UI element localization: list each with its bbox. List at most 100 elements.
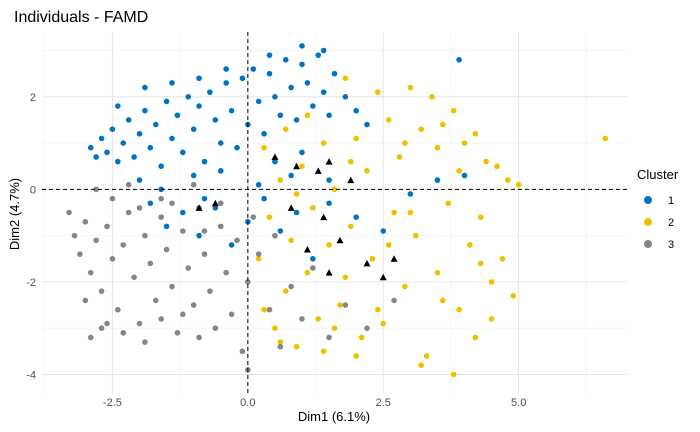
point-cluster-2: [385, 242, 392, 248]
point-cluster-2: [299, 163, 305, 170]
point-cluster-2: [342, 274, 349, 281]
point-cluster-3: [174, 330, 181, 336]
point-cluster-1: [196, 103, 202, 109]
point-cluster-2: [347, 223, 354, 230]
point-cluster-3: [201, 251, 208, 257]
point-cluster-2: [483, 158, 489, 165]
point-cluster-1: [142, 107, 148, 114]
point-cluster-3: [391, 297, 397, 304]
y-axis-ticks: -4 -2 0 2: [26, 92, 36, 382]
point-cluster-2: [353, 135, 359, 142]
point-cluster-3: [136, 320, 143, 327]
point-cluster-3: [87, 334, 94, 341]
point-cluster-2: [434, 269, 441, 276]
point-cluster-3: [180, 311, 186, 318]
point-cluster-2: [331, 325, 338, 332]
centroid-marker: [325, 158, 333, 165]
point-cluster-2: [293, 343, 300, 350]
point-cluster-1: [125, 117, 132, 123]
point-cluster-1: [353, 107, 359, 114]
point-cluster-3: [87, 269, 94, 276]
point-cluster-2: [515, 181, 522, 188]
point-cluster-3: [342, 302, 349, 308]
legend-items: 1 2 3: [644, 195, 674, 251]
point-cluster-2: [429, 93, 435, 100]
point-cluster-3: [136, 205, 143, 211]
point-cluster-3: [288, 283, 294, 290]
point-cluster-1: [163, 223, 170, 230]
point-cluster-3: [207, 288, 213, 294]
point-cluster-2: [456, 306, 462, 313]
point-cluster-1: [185, 93, 192, 100]
point-cluster-1: [180, 149, 186, 156]
point-cluster-3: [234, 237, 240, 244]
point-cluster-3: [169, 283, 175, 290]
point-cluster-2: [315, 316, 322, 322]
point-cluster-2: [434, 144, 441, 151]
point-cluster-1: [136, 177, 143, 183]
point-cluster-1: [190, 172, 197, 179]
point-cluster-3: [120, 242, 127, 248]
point-cluster-2: [505, 177, 511, 183]
point-cluster-2: [347, 158, 354, 165]
point-cluster-2: [261, 144, 267, 151]
point-cluster-3: [185, 265, 192, 271]
point-cluster-1: [266, 52, 273, 58]
centroid-marker: [303, 246, 311, 253]
point-cluster-1: [326, 177, 332, 183]
point-cluster-2: [304, 112, 311, 119]
point-cluster-3: [115, 306, 121, 313]
point-cluster-3: [310, 265, 316, 271]
point-cluster-3: [299, 316, 305, 322]
centroid-marker: [347, 176, 355, 184]
point-cluster-1: [104, 149, 110, 156]
point-cluster-1: [115, 158, 121, 165]
point-cluster-2: [407, 209, 414, 216]
legend-swatch-3: [644, 240, 652, 248]
point-cluster-3: [228, 311, 235, 318]
centroid-marker: [379, 273, 387, 281]
point-cluster-2: [272, 325, 278, 332]
legend: Cluster 1 2 3: [637, 167, 679, 251]
point-cluster-2: [407, 84, 414, 91]
point-cluster-2: [310, 205, 316, 211]
point-cluster-3: [250, 214, 257, 220]
point-cluster-2: [385, 117, 392, 123]
point-cluster-2: [391, 209, 397, 216]
point-cluster-2: [320, 348, 327, 355]
x-tick-label: 5.0: [511, 397, 526, 409]
legend-title: Cluster: [637, 167, 679, 182]
point-cluster-1: [98, 135, 105, 142]
legend-swatch-2: [644, 218, 652, 226]
points-layer: [66, 43, 609, 378]
y-tick-label: -4: [26, 369, 36, 381]
point-cluster-3: [239, 348, 246, 355]
point-cluster-3: [255, 251, 262, 257]
point-cluster-2: [477, 214, 484, 220]
point-cluster-1: [152, 121, 159, 128]
centroid-marker: [325, 269, 333, 276]
point-cluster-3: [120, 330, 127, 336]
point-cluster-3: [93, 237, 99, 244]
point-cluster-3: [66, 209, 72, 216]
point-cluster-1: [201, 195, 208, 202]
point-cluster-3: [266, 306, 273, 313]
point-cluster-3: [217, 200, 224, 207]
point-cluster-3: [163, 246, 170, 253]
point-cluster-1: [272, 93, 278, 100]
point-cluster-1: [169, 135, 175, 142]
point-cluster-1: [163, 98, 170, 105]
point-cluster-3: [71, 232, 78, 239]
point-cluster-1: [364, 121, 370, 128]
point-cluster-1: [87, 144, 94, 151]
centroid-marker: [363, 259, 371, 267]
point-cluster-3: [152, 297, 159, 304]
point-cluster-1: [288, 172, 294, 179]
point-cluster-1: [217, 140, 224, 146]
point-cluster-1: [120, 140, 127, 146]
point-cluster-2: [277, 177, 284, 183]
point-cluster-1: [434, 177, 441, 183]
point-cluster-3: [158, 316, 164, 322]
point-cluster-3: [98, 325, 105, 332]
point-cluster-1: [331, 70, 338, 77]
